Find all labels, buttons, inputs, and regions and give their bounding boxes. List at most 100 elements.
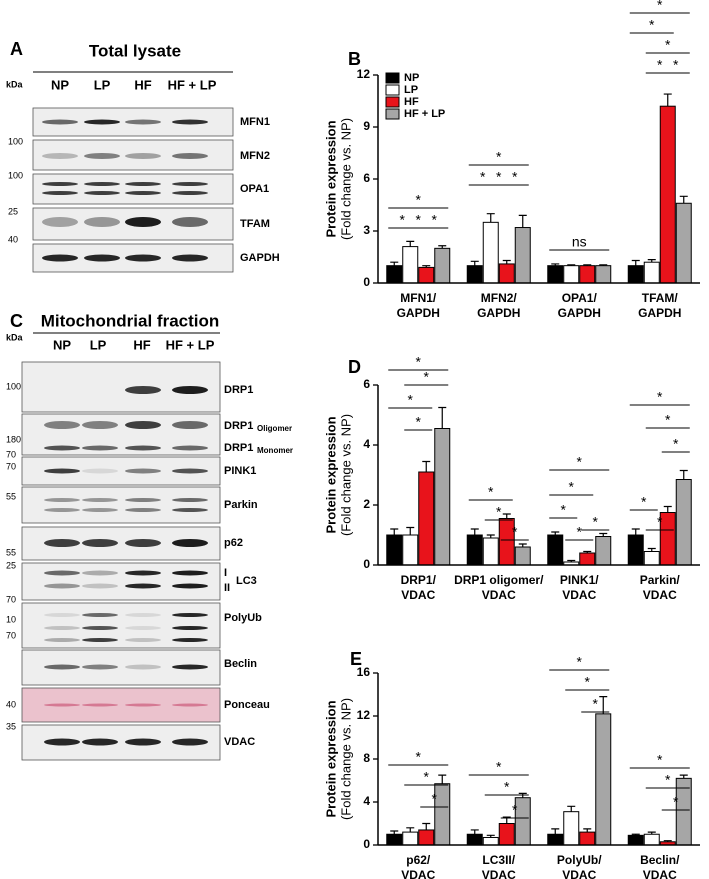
error-bar bbox=[583, 264, 592, 266]
error-bar bbox=[567, 559, 576, 562]
y-tick-label: 0 bbox=[363, 837, 370, 851]
blot-band bbox=[44, 539, 80, 547]
blot-band bbox=[42, 153, 78, 159]
lane-label: LP bbox=[90, 337, 107, 352]
bar bbox=[482, 836, 499, 846]
error-bar bbox=[647, 547, 656, 552]
error-bar bbox=[631, 528, 640, 535]
y-tick-label: 6 bbox=[363, 171, 370, 185]
blot-band bbox=[172, 468, 208, 474]
significance-label: * bbox=[657, 752, 663, 768]
bar bbox=[563, 811, 580, 846]
lane-label: NP bbox=[53, 337, 71, 352]
bar bbox=[595, 265, 612, 284]
error-bar bbox=[406, 827, 415, 833]
error-bar bbox=[631, 833, 640, 836]
blot-band bbox=[125, 539, 161, 547]
blot-band bbox=[172, 254, 208, 262]
blot-band bbox=[172, 703, 208, 707]
blot-band bbox=[82, 539, 118, 547]
significance-label: * bbox=[673, 436, 679, 452]
legend-label: HF bbox=[404, 96, 419, 108]
error-bar bbox=[470, 528, 479, 535]
bar bbox=[482, 221, 499, 284]
significance-label: * bbox=[665, 772, 671, 788]
significance-label: * bbox=[496, 759, 502, 775]
significance-label: * bbox=[416, 354, 422, 370]
blot-band bbox=[172, 217, 208, 227]
blot-band bbox=[172, 386, 208, 394]
x-tick-label: GAPDH bbox=[638, 306, 681, 320]
x-tick-label: p62/ bbox=[406, 853, 431, 867]
row-label: DRP1 bbox=[224, 442, 253, 454]
x-tick-label: OPA1/ bbox=[562, 291, 598, 305]
bar bbox=[418, 829, 435, 846]
y-tick-label: 16 bbox=[357, 665, 371, 679]
y-axis-note: (Fold change vs. NP) bbox=[338, 118, 353, 240]
significance-label: * bbox=[512, 524, 518, 540]
row-label: GAPDH bbox=[240, 252, 280, 264]
y-axis-title: Protein expression bbox=[323, 120, 338, 237]
mw-marker: 100 bbox=[8, 136, 23, 146]
legend-swatch bbox=[385, 96, 400, 108]
blot-band bbox=[125, 703, 161, 707]
blot-band bbox=[82, 498, 118, 502]
legend-swatch bbox=[385, 108, 400, 120]
error-bar bbox=[518, 543, 527, 547]
blot-band bbox=[125, 583, 161, 589]
significance-label: * bbox=[432, 791, 438, 807]
error-bar bbox=[390, 261, 399, 266]
lane-label: LP bbox=[94, 77, 111, 92]
blot-band bbox=[82, 664, 118, 670]
blot-band bbox=[82, 445, 118, 451]
blot-band bbox=[82, 703, 118, 707]
mw-marker: 55 bbox=[6, 547, 16, 557]
blot-band bbox=[44, 570, 80, 576]
significance-label: * bbox=[673, 57, 679, 73]
significance-label: * bbox=[657, 389, 663, 405]
bar bbox=[659, 512, 676, 566]
blot-band bbox=[125, 738, 161, 746]
row-label: DRP1 bbox=[224, 420, 253, 432]
significance-label: * bbox=[665, 37, 671, 53]
error-bar bbox=[631, 259, 640, 266]
error-bar bbox=[438, 406, 447, 429]
row-label: LC3 bbox=[236, 575, 257, 587]
error-bar bbox=[663, 93, 672, 107]
blot-band bbox=[172, 638, 208, 642]
mw-marker: 25 bbox=[8, 206, 18, 216]
panel-title: Mitochondrial fraction bbox=[41, 311, 220, 330]
blot-strip bbox=[32, 173, 234, 205]
bar bbox=[418, 266, 435, 284]
blot-band bbox=[44, 508, 80, 512]
x-tick-label: GAPDH bbox=[477, 306, 520, 320]
blot-band bbox=[125, 613, 161, 617]
error-bar bbox=[663, 840, 672, 842]
x-tick-label: VDAC bbox=[562, 868, 596, 879]
x-tick-label: PolyUb/ bbox=[557, 853, 602, 867]
error-bar bbox=[422, 822, 431, 830]
legend-label: NP bbox=[404, 72, 419, 84]
significance-label: * bbox=[569, 479, 575, 495]
error-bar bbox=[599, 532, 608, 537]
significance-label: * bbox=[496, 504, 502, 520]
panel-letter: C bbox=[10, 311, 23, 331]
error-bar bbox=[599, 264, 608, 266]
blot-band bbox=[125, 254, 161, 262]
y-axis-title: Protein expression bbox=[323, 700, 338, 817]
mw-marker: 55 bbox=[6, 491, 16, 501]
bar bbox=[659, 105, 676, 284]
blot-band bbox=[172, 583, 208, 589]
blot-band bbox=[84, 254, 120, 262]
mw-marker: 100 bbox=[6, 381, 21, 391]
blot-band bbox=[125, 664, 161, 670]
significance-label: * bbox=[416, 212, 422, 228]
x-tick-label: VDAC bbox=[562, 588, 596, 602]
y-tick-label: 4 bbox=[363, 437, 370, 451]
bar bbox=[386, 534, 403, 566]
lane-label: HF + LP bbox=[166, 337, 215, 352]
blot-band bbox=[125, 638, 161, 642]
x-tick-label: Parkin/ bbox=[640, 573, 681, 587]
x-tick-label: VDAC bbox=[482, 588, 516, 602]
bar bbox=[595, 713, 612, 846]
